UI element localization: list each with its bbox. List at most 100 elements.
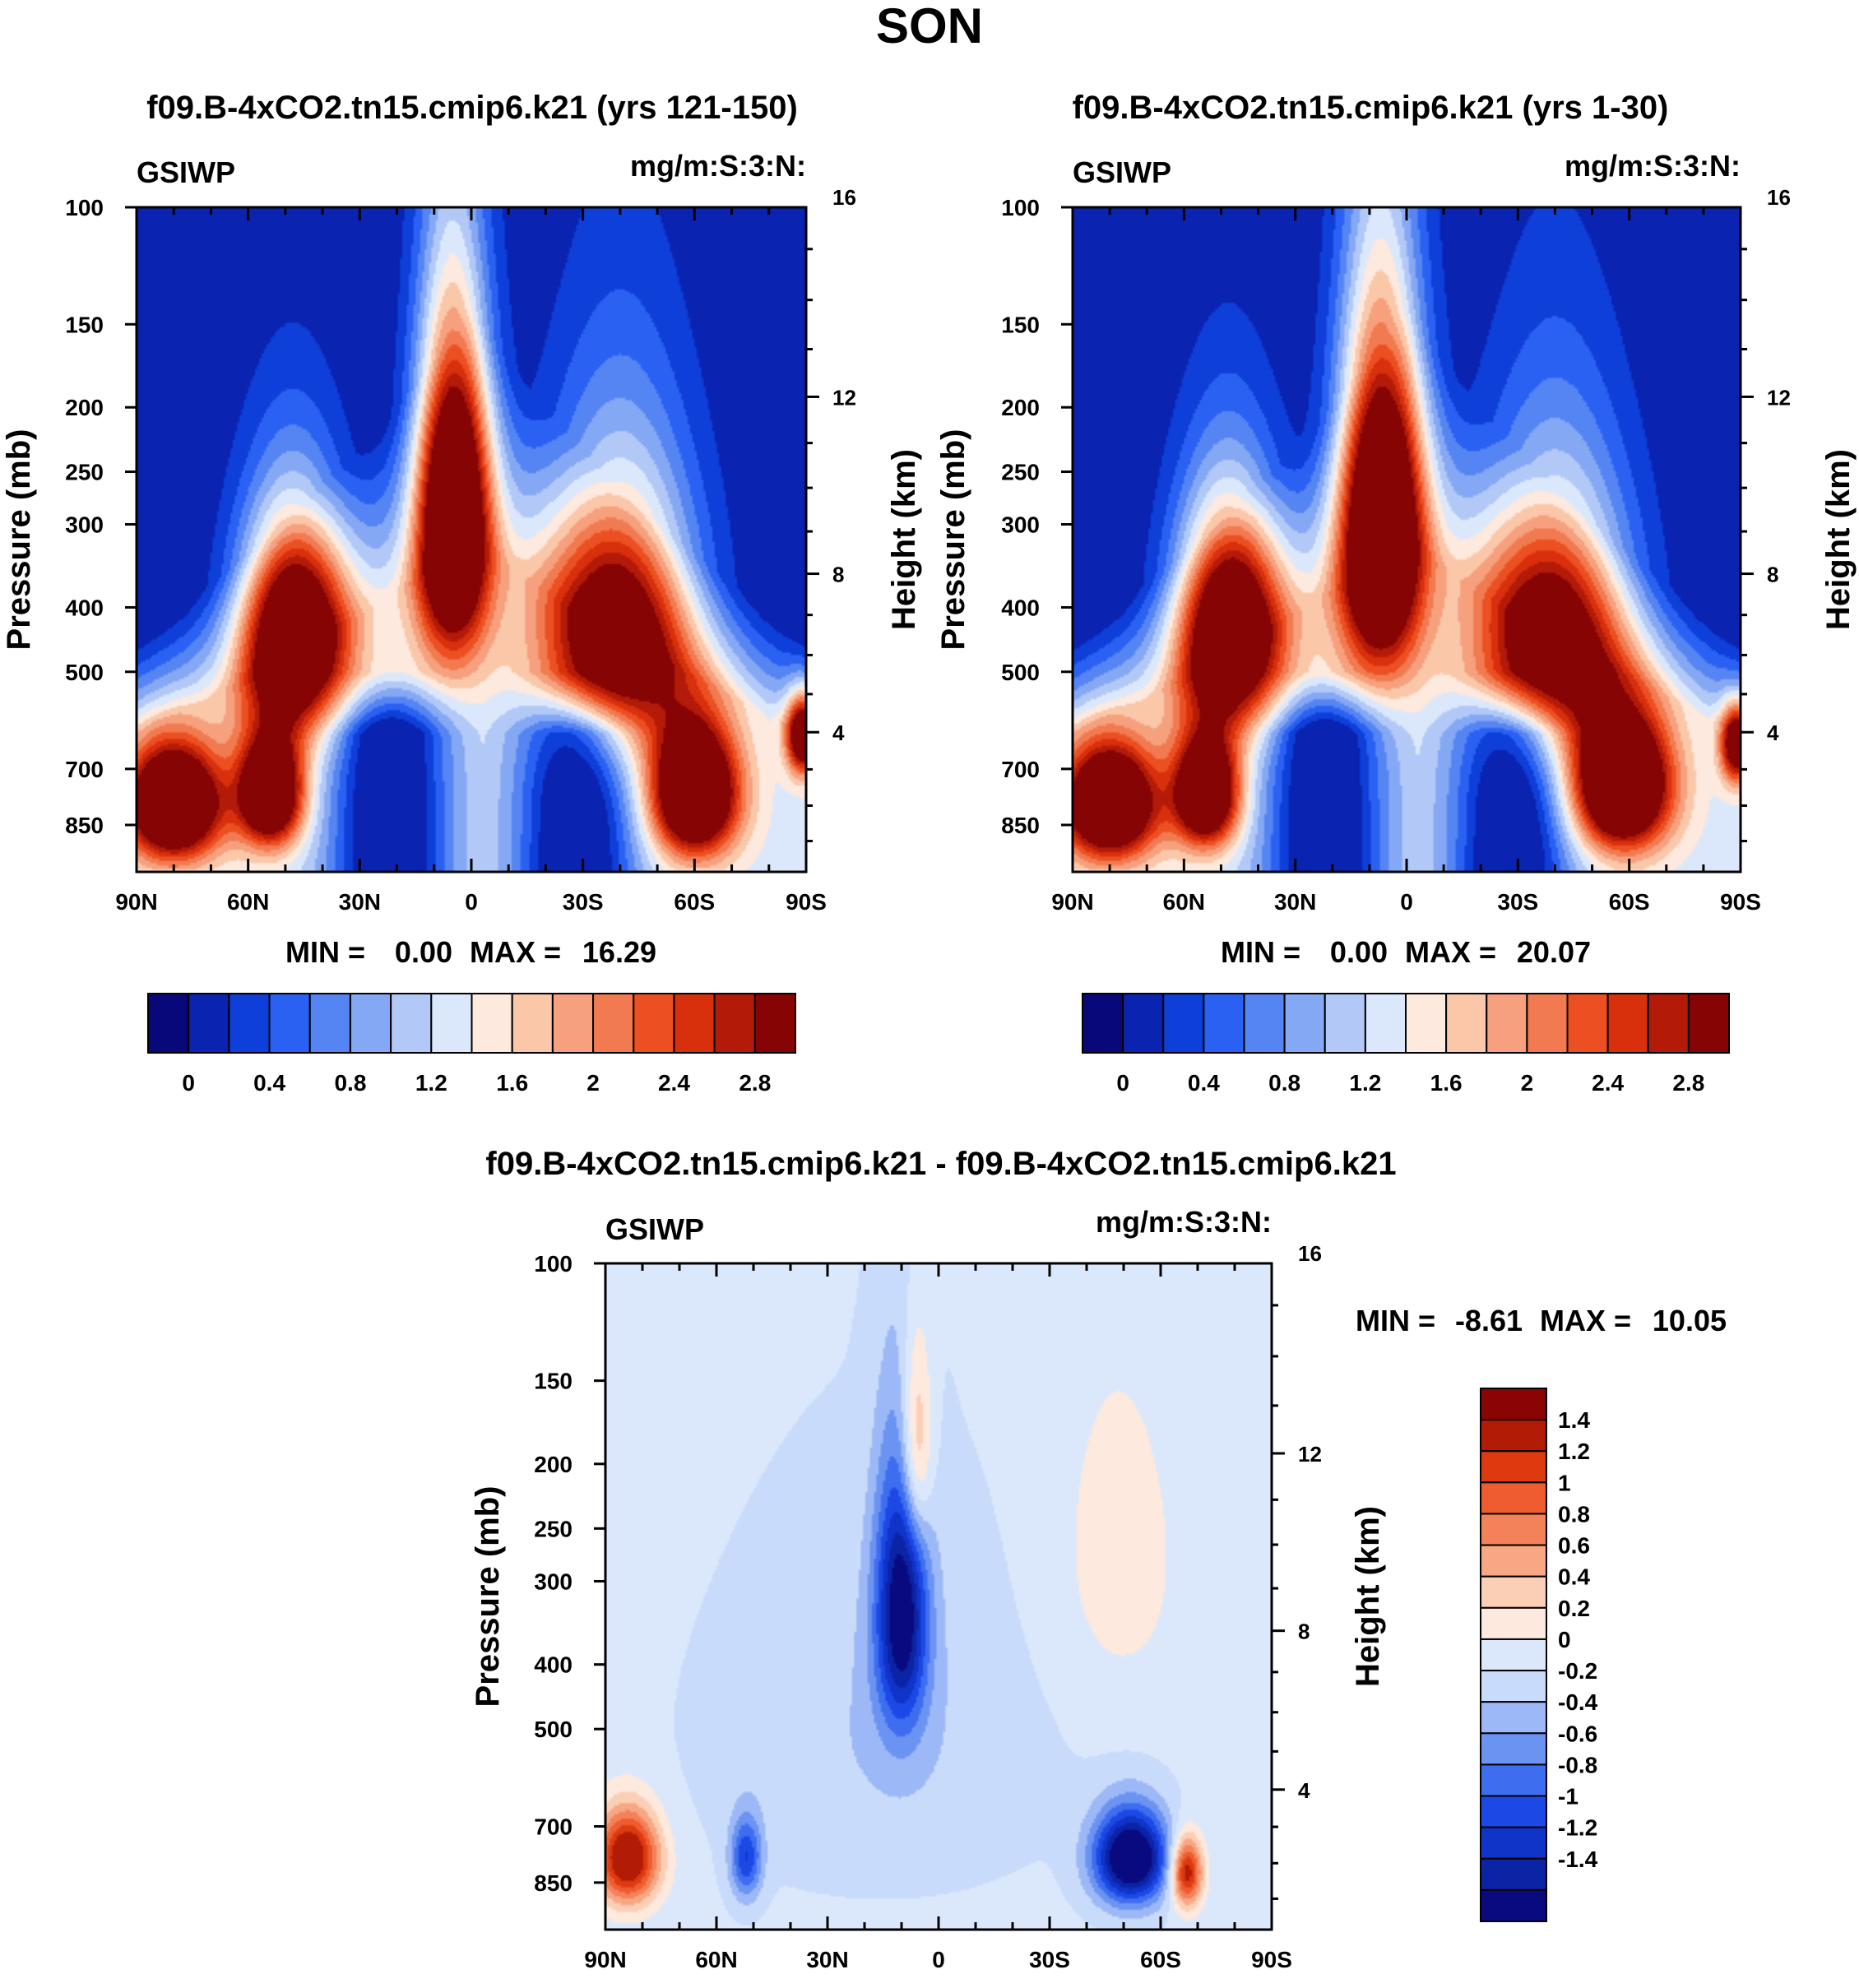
panel-1-x-tick-label: 0 <box>465 889 478 915</box>
panel-1-x-tick-label: 90N <box>115 889 157 915</box>
panel-2-colorbar-box <box>1082 993 1124 1054</box>
panel-1: f09.B-4xCO2.tn15.cmip6.k21 (yrs 121-150)… <box>1 90 922 1096</box>
panel-2-y2-axis-title: Height (km) <box>1820 449 1857 630</box>
panel-1-y2-axis: 16 12 8 4 <box>806 185 856 843</box>
panel-3-contour-field <box>605 1263 1272 1930</box>
panel-3-colorbar-label: -0.6 <box>1558 1721 1597 1746</box>
panel-2-colorbar-label: 1.6 <box>1430 1070 1463 1096</box>
panel-2-colorbar-box <box>1203 993 1245 1054</box>
panel-3-colorbar-label: 0 <box>1558 1627 1571 1652</box>
panel-3-y-tick-label: 200 <box>534 1452 573 1477</box>
panel-2-colorbar-label: 2.4 <box>1592 1070 1624 1096</box>
panel-2-colorbar-box <box>1687 993 1730 1054</box>
panel-3-colorbar-box <box>1480 1670 1547 1703</box>
panel-1-colorbar-box <box>147 993 190 1054</box>
panel-1-y2-tick-label: 12 <box>832 385 856 410</box>
panel-3-colorbar-label: 0.6 <box>1558 1533 1590 1559</box>
panel-1-colorbar-box <box>592 993 635 1054</box>
panel-3-y2-tick-label: 8 <box>1298 1620 1310 1644</box>
panel-1-colorbar-box <box>268 993 311 1054</box>
panel-3-colorbar-label: 1.4 <box>1558 1407 1590 1433</box>
panel-1-colorbar-box <box>673 993 716 1054</box>
panel-2-y2-axis: 16 12 8 4 <box>1741 185 1791 843</box>
panel-2-y-tick-label: 500 <box>1001 660 1040 685</box>
panel-2-x-axis: 90N 60N 30N 0 30S 60S 90S <box>1051 207 1761 915</box>
panel-3-y2-tick-label: 12 <box>1298 1442 1322 1467</box>
panel-2-variable-label: GSIWP <box>1073 155 1171 189</box>
panel-2-max-label: MAX = <box>1405 935 1496 969</box>
panel-2-colorbar-label: 0 <box>1116 1070 1129 1096</box>
panel-1-x-tick-label: 60S <box>674 889 715 915</box>
panel-3-y-tick-label: 100 <box>534 1251 573 1277</box>
panel-2-y-tick-label: 400 <box>1001 595 1040 620</box>
panel-1-y-tick-label: 400 <box>65 595 104 620</box>
panel-2-y2-tick-label: 4 <box>1767 721 1779 745</box>
panel-3-y2-axis: 16 12 8 4 <box>1272 1241 1322 1900</box>
panel-2-contour-field <box>1073 207 1741 872</box>
panel-3-y-axis: 100 150 200 250 300 400 500 700 850 <box>534 1251 605 1896</box>
panel-1-y2-tick-label: 4 <box>832 721 845 745</box>
panel-1-y-tick-label: 200 <box>65 395 104 420</box>
panel-2-max-value: 20.07 <box>1517 935 1591 969</box>
panel-1-colorbar-label: 0.8 <box>334 1070 366 1096</box>
panel-2-colorbar-box <box>1243 993 1286 1054</box>
panel-1-colorbar-box <box>390 993 433 1054</box>
panel-2-y-axis-title: Pressure (mb) <box>935 429 971 651</box>
panel-1-y-tick-label: 100 <box>65 195 104 220</box>
panel-2-x-tick-label: 30S <box>1497 889 1538 915</box>
panel-1-colorbar-box <box>753 993 796 1054</box>
panel-3-max-value: 10.05 <box>1653 1304 1727 1337</box>
panel-2-colorbar-label: 2.8 <box>1672 1070 1704 1096</box>
panel-1-x-axis: 90N 60N 30N 0 30S 60S 90S <box>115 207 827 915</box>
panel-1-y-axis-title: Pressure (mb) <box>1 429 37 651</box>
panel-1-y-tick-label: 250 <box>65 460 104 485</box>
panel-1-min-label: MIN = <box>285 935 365 969</box>
panel-1-colorbar-label: 2.4 <box>658 1070 690 1096</box>
panel-3-x-tick-label: 90N <box>584 1947 626 1972</box>
panel-1-x-tick-label: 90S <box>786 889 827 915</box>
panel-1-colorbar-box <box>430 993 473 1054</box>
panel-1-colorbar-label: 0.4 <box>253 1070 285 1096</box>
panel-3-colorbar-box <box>1480 1450 1547 1484</box>
panel-3-colorbar-label: 0.8 <box>1558 1501 1590 1527</box>
panel-1-units-label: mg/m:S:3:N: <box>630 149 806 183</box>
panel-1-title: f09.B-4xCO2.tn15.cmip6.k21 (yrs 121-150) <box>146 90 798 126</box>
panel-2-colorbar-box <box>1486 993 1528 1054</box>
panel-3-y-tick-label: 700 <box>534 1814 573 1840</box>
panel-1-colorbar-box <box>308 993 351 1054</box>
panel-1-y-tick-label: 150 <box>65 312 104 337</box>
panel-3-title: f09.B-4xCO2.tn15.cmip6.k21 - f09.B-4xCO2… <box>485 1146 1396 1182</box>
panel-1-colorbar-label: 2.8 <box>739 1070 771 1096</box>
panel-3-y-tick-label: 150 <box>534 1369 573 1394</box>
panel-3-colorbar-box <box>1480 1388 1547 1421</box>
panel-2-colorbar-box <box>1122 993 1165 1054</box>
panel-3-colorbar-label: -0.2 <box>1558 1658 1597 1684</box>
panel-3-colorbar-box <box>1480 1419 1547 1453</box>
panel-1-y-tick-label: 700 <box>65 757 104 782</box>
panel-3-y-tick-label: 250 <box>534 1516 573 1541</box>
panel-2-colorbar-box <box>1647 993 1690 1054</box>
panel-1-min-value: 0.00 <box>395 935 452 969</box>
panel-3-colorbar-box <box>1480 1732 1547 1766</box>
panel-2-colorbar-label: 2 <box>1521 1070 1534 1096</box>
panel-3-colorbar-box <box>1480 1513 1547 1546</box>
panel-3-y2-tick-label: 16 <box>1298 1241 1322 1266</box>
panel-3-colorbar-label: 1 <box>1558 1470 1571 1495</box>
panel-3-colorbar-box <box>1480 1763 1547 1797</box>
panel-2-min-label: MIN = <box>1221 935 1300 969</box>
panel-1-x-tick-label: 30S <box>563 889 604 915</box>
panel-3-variable-label: GSIWP <box>605 1212 704 1246</box>
panel-2-y-tick-label: 100 <box>1001 195 1040 220</box>
panel-3-y-tick-label: 300 <box>534 1569 573 1594</box>
panel-1-colorbar-box <box>188 993 230 1054</box>
panel-2-y-tick-label: 250 <box>1001 460 1040 485</box>
panel-2-colorbar-box <box>1526 993 1569 1054</box>
panel-3-x-tick-label: 60S <box>1140 1947 1181 1972</box>
panel-3-colorbar-box <box>1480 1481 1547 1515</box>
panel-2-colorbar-box <box>1445 993 1488 1054</box>
panel-3-units-label: mg/m:S:3:N: <box>1096 1205 1272 1239</box>
panel-3-colorbar-box <box>1480 1606 1547 1640</box>
panel-3-x-tick-label: 90S <box>1251 1947 1292 1972</box>
panel-2-colorbar-label: 1.2 <box>1349 1070 1381 1096</box>
panel-3-colorbar-box <box>1480 1701 1547 1735</box>
